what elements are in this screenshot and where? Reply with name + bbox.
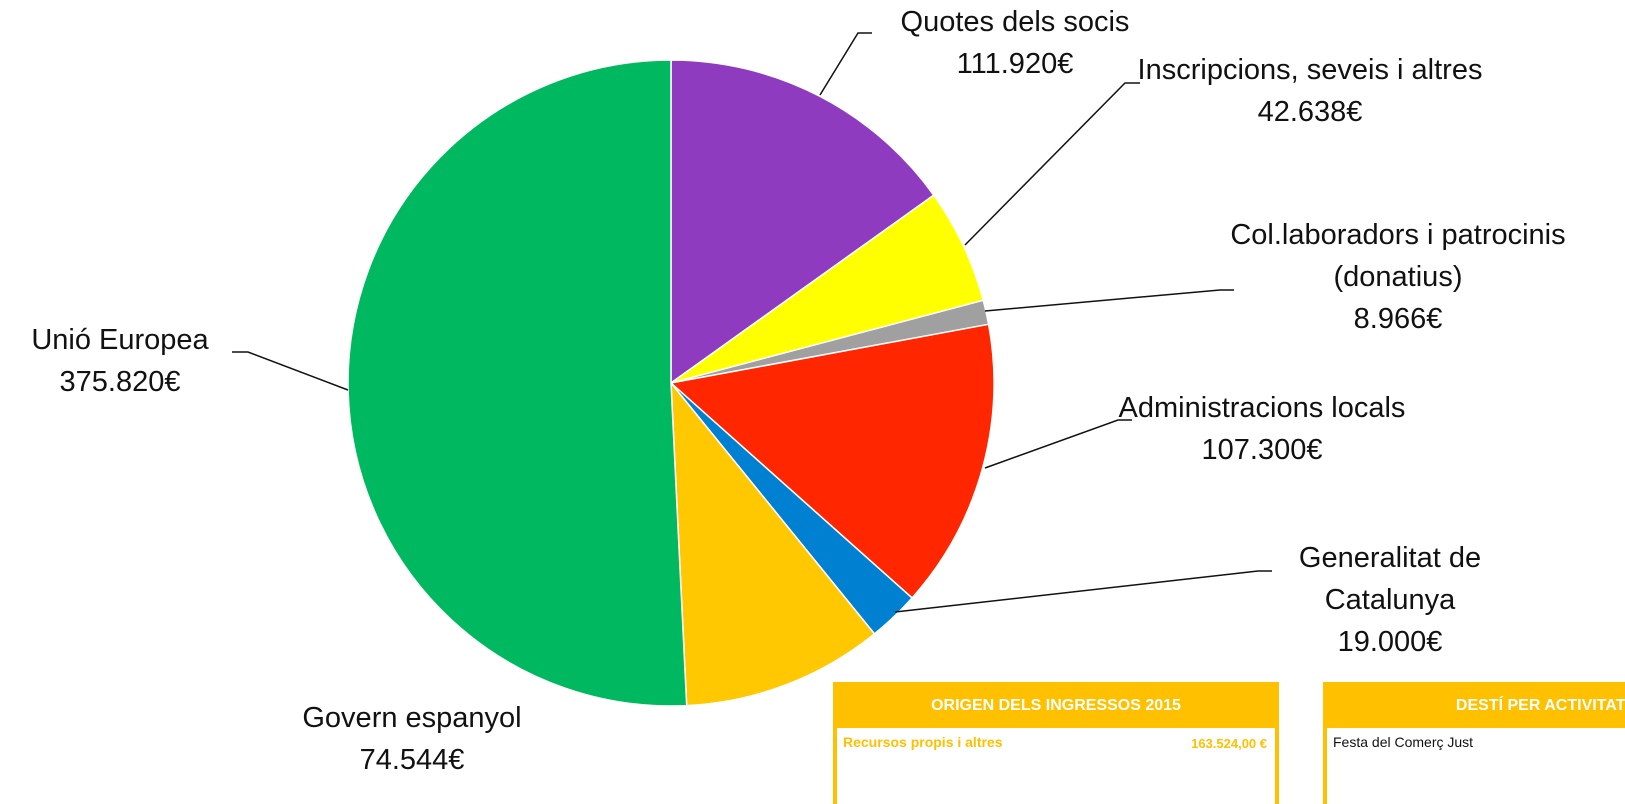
category-label: Inscripcions, seveis i altres: [1137, 54, 1483, 86]
pie: [347, 59, 995, 707]
table-cell: Festa del Comerç Just: [1333, 734, 1474, 750]
leader-line: [984, 419, 1132, 469]
table-cell: 163.524,00 €: [1191, 736, 1267, 751]
category-label: Col.laboradors i patrocinis (donatius): [1230, 219, 1566, 293]
table-title: DESTÍ PER ACTIVITATS: [1455, 697, 1625, 714]
value-label: 42.638€: [1257, 96, 1363, 128]
data-label: Govern espanyol 74.544€: [212, 697, 612, 781]
category-label: Govern espanyol: [302, 702, 522, 734]
table-body: Festa del Comerç Just: [1327, 728, 1625, 804]
leader-line: [894, 570, 1272, 613]
category-label: Generalitat de Catalunya: [1298, 542, 1482, 616]
data-label: Quotes dels socis 111.920€: [865, 1, 1165, 85]
pie-slice: [347, 59, 688, 707]
value-label: 19.000€: [1337, 626, 1443, 658]
leader-line: [819, 32, 872, 96]
table-cell: Recursos propis i altres: [843, 734, 1003, 750]
pie-slice: [669, 323, 995, 600]
pie-slice: [670, 380, 876, 707]
leader-lines: [232, 32, 1272, 613]
data-label: Administracions locals 107.300€: [1112, 387, 1412, 471]
data-label: Generalitat de Catalunya 19.000€: [1240, 537, 1540, 663]
data-label: Unió Europea 375.820€: [0, 319, 250, 403]
leader-line: [964, 82, 1140, 246]
data-label: Col.laboradors i patrocinis (donatius) 8.…: [1218, 214, 1578, 340]
data-label: Inscripcions, seveis i altres 42.638€: [1130, 49, 1490, 133]
table: DESTÍ PER ACTIVITATS Festa del Comerç Ju…: [1323, 682, 1625, 804]
value-label: 375.820€: [59, 366, 181, 398]
value-label: 74.544€: [359, 744, 465, 776]
table-body: Recursos propis i altres 163.524,00 €: [837, 728, 1275, 804]
value-label: 8.966€: [1353, 303, 1443, 335]
leader-line: [232, 351, 349, 391]
table-title: ORIGEN DELS INGRESSOS 2015: [931, 697, 1181, 714]
category-label: Unió Europea: [31, 324, 209, 356]
category-label: Administracions locals: [1118, 392, 1406, 424]
category-label: Quotes dels socis: [900, 6, 1130, 38]
value-label: 111.920€: [956, 48, 1074, 80]
table: ORIGEN DELS INGRESSOS 2015 Recursos prop…: [833, 682, 1279, 804]
leader-line: [984, 289, 1234, 312]
pie-slice: [670, 59, 935, 385]
value-label: 107.300€: [1201, 434, 1323, 466]
